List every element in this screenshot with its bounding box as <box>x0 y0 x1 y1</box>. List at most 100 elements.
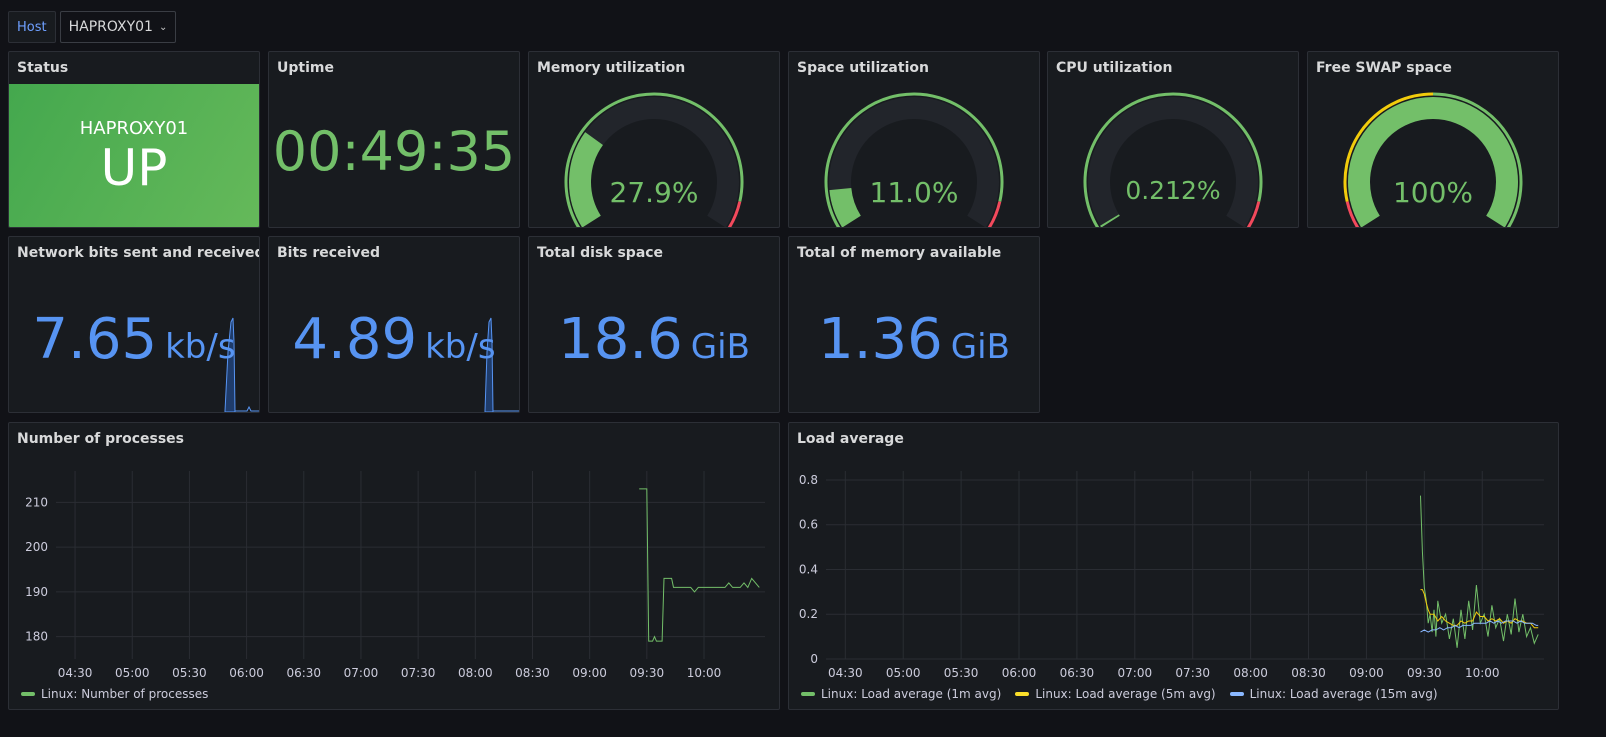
legend-label: Linux: Load average (1m avg) <box>821 687 1002 701</box>
space-gauge <box>824 92 1004 227</box>
gauge-value: 11.0% <box>869 176 959 209</box>
network-bits-panel[interactable]: Network bits sent and received 7.65 kb/s <box>8 236 260 413</box>
stat-unit: GiB <box>690 327 750 367</box>
gauge-value: 0.212% <box>1125 176 1221 205</box>
total-disk-space-panel[interactable]: Total disk space 18.6 GiB <box>528 236 780 413</box>
legend-item[interactable]: Linux: Load average (15m avg) <box>1229 687 1438 701</box>
network-sparkline <box>224 317 259 412</box>
panel-title: Free SWAP space <box>1316 60 1452 76</box>
gauge-value-arc <box>569 132 604 227</box>
panel-title: Uptime <box>277 60 334 76</box>
stat-number: 1.36 <box>818 307 943 372</box>
memory-available-value: 1.36 GiB <box>789 307 1039 372</box>
legend-item[interactable]: Linux: Number of processes <box>21 687 208 701</box>
number-of-processes-panel[interactable]: Number of processes 04:30 05:00 05:30 06:00… <box>8 422 780 710</box>
legend-label: Linux: Number of processes <box>41 687 209 701</box>
chart-legend: Linux: Number of processes <box>21 687 208 701</box>
gauge-threshold-arc <box>987 201 1002 227</box>
variable-bar: Host HAPROXY01 ⌄ <box>8 11 177 43</box>
x-tick-label: 04:30 <box>58 666 93 680</box>
x-tick-label: 04:30 <box>828 666 863 680</box>
y-tick-label: 0.2 <box>799 607 818 621</box>
panel-title: Total disk space <box>537 245 664 261</box>
gauge-threshold-arc <box>1083 92 1263 227</box>
y-tick-label: 0.8 <box>799 473 818 487</box>
panel-title: CPU utilization <box>1056 60 1173 76</box>
gauge-threshold-arc <box>1343 92 1434 202</box>
network-bits-value: 7.65 kb/s <box>9 307 259 372</box>
disk-space-value: 18.6 GiB <box>529 307 779 372</box>
chart-legend: Linux: Load average (1m avg) Linux: Load… <box>801 687 1438 701</box>
legend-label: Linux: Load average (15m avg) <box>1249 687 1438 701</box>
y-tick-label: 190 <box>25 585 48 599</box>
gauge-value: 27.9% <box>609 176 699 209</box>
memory-utilization-panel[interactable]: Memory utilization 27.9% <box>528 51 780 228</box>
uptime-panel[interactable]: Uptime 00:49:35 <box>268 51 520 228</box>
cpu-utilization-panel[interactable]: CPU utilization 0.212% <box>1047 51 1299 228</box>
stat-number: 18.6 <box>558 307 683 372</box>
x-tick-label: 09:30 <box>1407 666 1442 680</box>
x-tick-label: 05:30 <box>172 666 207 680</box>
panel-title: Status <box>17 60 69 76</box>
x-tick-label: 06:30 <box>286 666 321 680</box>
x-tick-label: 09:30 <box>630 666 665 680</box>
panel-title: Load average <box>797 431 904 447</box>
chevron-down-icon: ⌄ <box>158 21 168 33</box>
series-line <box>1420 589 1539 629</box>
x-tick-label: 09:00 <box>572 666 607 680</box>
y-tick-label: 200 <box>25 540 48 554</box>
series-line <box>1420 495 1539 648</box>
uptime-value: 00:49:35 <box>272 120 516 183</box>
stat-number: 7.65 <box>32 307 158 372</box>
memory-available-panel[interactable]: Total of memory available 1.36 GiB <box>788 236 1040 413</box>
legend-swatch <box>801 692 815 696</box>
gauge-value: 100% <box>1392 176 1474 209</box>
stat-number: 4.89 <box>292 307 418 372</box>
gauge-threshold-arc <box>824 92 1004 227</box>
bits-received-panel[interactable]: Bits received 4.89 kb/s <box>268 236 520 413</box>
legend-item[interactable]: Linux: Load average (1m avg) <box>801 687 1001 701</box>
load-average-panel[interactable]: Load average 04:30 05:00 05:30 06:00 06:30 07… <box>788 422 1559 710</box>
panel-title: Number of processes <box>17 431 184 447</box>
free-swap-panel[interactable]: Free SWAP space 100% <box>1307 51 1559 228</box>
swap-gauge <box>1343 92 1523 227</box>
gauge-track <box>1088 97 1258 227</box>
legend-swatch <box>21 692 35 696</box>
gauge-value-arc <box>1100 214 1120 227</box>
x-tick-label: 06:30 <box>1060 666 1095 680</box>
x-tick-label: 06:00 <box>1002 666 1037 680</box>
gauge-threshold-arc <box>1432 92 1523 227</box>
status-host-name: HAPROXY01 <box>79 118 189 139</box>
gauge-threshold-arc <box>1345 201 1360 227</box>
gauge-value-arc <box>1348 97 1518 227</box>
x-tick-label: 06:00 <box>229 666 264 680</box>
x-tick-label: 07:00 <box>1118 666 1153 680</box>
x-tick-label: 07:30 <box>401 666 436 680</box>
stat-unit: kb/s <box>165 327 236 367</box>
gauge-threshold-arc <box>727 201 742 227</box>
cpu-gauge <box>1083 92 1263 227</box>
x-tick-label: 08:00 <box>458 666 493 680</box>
series-line <box>639 488 760 642</box>
legend-item[interactable]: Linux: Load average (5m avg) <box>1015 687 1216 701</box>
legend-swatch <box>1015 692 1030 696</box>
x-tick-label: 05:00 <box>886 666 921 680</box>
x-tick-label: 08:30 <box>1291 666 1326 680</box>
host-variable-label: Host <box>8 11 56 43</box>
status-panel[interactable]: Status HAPROXY01 UP <box>8 51 260 228</box>
x-tick-label: 07:30 <box>1175 666 1210 680</box>
y-tick-label: 0.6 <box>799 518 818 532</box>
x-tick-label: 05:30 <box>944 666 979 680</box>
status-indicator: HAPROXY01 UP <box>9 84 259 227</box>
x-tick-label: 05:00 <box>115 666 150 680</box>
x-tick-label: 08:30 <box>515 666 550 680</box>
stat-unit: GiB <box>950 327 1010 367</box>
space-utilization-panel[interactable]: Space utilization 11.0% <box>788 51 1040 228</box>
host-variable-select[interactable]: HAPROXY01 ⌄ <box>59 11 177 43</box>
y-tick-label: 0.4 <box>799 562 818 576</box>
series-line <box>1420 620 1539 633</box>
gauge-track <box>829 97 999 227</box>
legend-label: Linux: Load average (5m avg) <box>1035 687 1216 701</box>
panel-title: Total of memory available <box>797 245 1002 261</box>
y-tick-label: 210 <box>25 495 48 509</box>
